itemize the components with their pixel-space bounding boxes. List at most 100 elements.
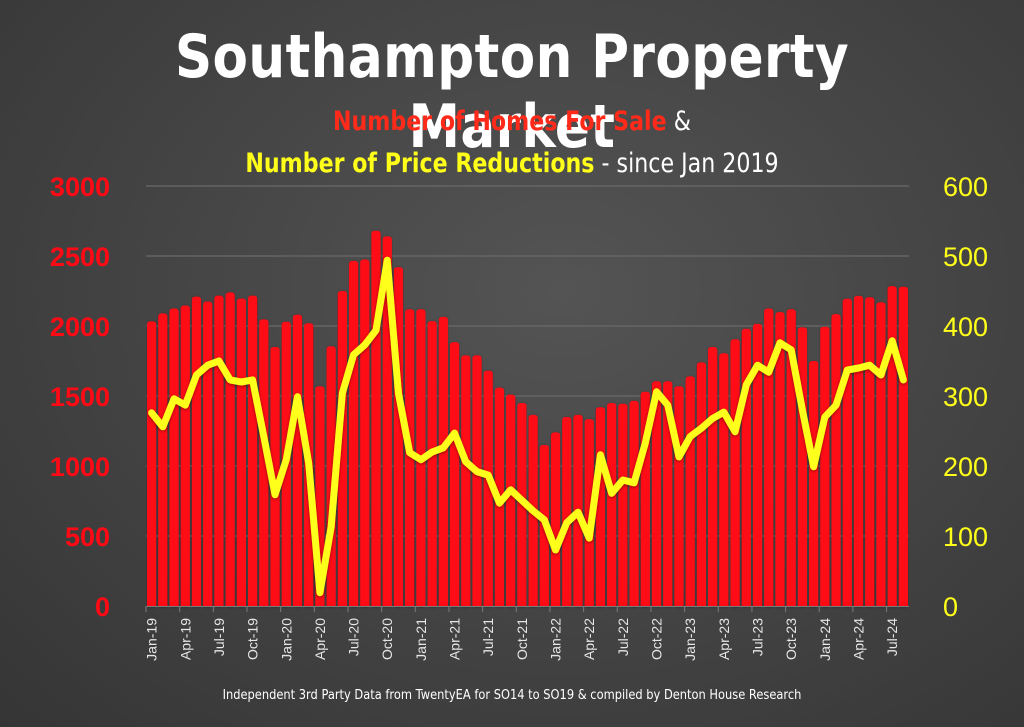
bar-base <box>573 602 583 606</box>
line-price-reductions <box>148 256 907 597</box>
left-y-tick-label: 500 <box>65 522 110 552</box>
right-y-axis: 0 100 200 300 400 500 600 <box>943 172 988 622</box>
left-y-axis: 0 500 1000 1500 2000 2500 3000 <box>50 172 110 622</box>
subtitle-homes-for-sale: Number of Homes For Sale <box>332 106 667 137</box>
bar-base <box>831 602 841 606</box>
bar-homes-for-sale <box>550 432 561 606</box>
bar-homes-for-sale <box>775 312 785 606</box>
right-y-tick-label: 200 <box>943 452 988 482</box>
bar-base <box>696 602 707 606</box>
x-tick-label: Apr-19 <box>177 618 193 660</box>
bar-base <box>820 602 830 606</box>
bar-base <box>158 602 168 606</box>
x-tick-label: Jul-24 <box>884 618 900 656</box>
x-tick-label: Apr-23 <box>716 618 732 660</box>
bar-homes-for-sale <box>292 314 303 606</box>
left-y-tick-label: 1000 <box>50 452 110 482</box>
bar-base <box>651 602 662 606</box>
bar-homes-for-sale <box>842 298 852 606</box>
x-tick-label: Jan-20 <box>278 618 294 661</box>
bar-homes-for-sale <box>629 400 639 606</box>
bar-base <box>809 602 819 606</box>
bar-homes-for-sale <box>427 321 437 606</box>
x-tick-label: Oct-20 <box>379 618 395 660</box>
bar-homes-for-sale <box>449 342 460 606</box>
x-tick-label: Jul-19 <box>211 618 227 656</box>
bar-base <box>427 602 437 606</box>
x-tick-label: Jul-20 <box>346 618 362 656</box>
bar-homes-for-sale <box>786 309 796 606</box>
bar-homes-for-sale <box>371 230 381 607</box>
bar-base <box>191 602 202 606</box>
bar-base <box>663 602 673 606</box>
bar-base <box>169 602 179 606</box>
x-tick-label: Oct-23 <box>783 618 799 660</box>
bar-homes-for-sale <box>203 301 213 606</box>
bar-base <box>898 602 908 606</box>
x-tick-label: Jan-24 <box>817 618 833 661</box>
bar-base <box>685 602 695 606</box>
left-y-tick-label: 3000 <box>50 172 110 202</box>
bar-homes-for-sale <box>663 381 673 606</box>
x-tick-label: Oct-22 <box>649 618 665 660</box>
right-y-tick-label: 500 <box>943 242 988 272</box>
right-y-tick-label: 0 <box>943 592 958 622</box>
bar-base <box>180 602 190 606</box>
bar-base <box>550 602 561 606</box>
x-tick-label: Jan-21 <box>413 618 429 661</box>
bar-base <box>326 602 336 606</box>
bar-base <box>517 602 527 606</box>
bar-base <box>382 602 392 606</box>
bar-homes-for-sale <box>853 295 864 606</box>
bar-homes-for-sale <box>214 295 224 606</box>
bar-homes-for-sale <box>337 291 347 606</box>
bar-homes-for-sale <box>887 286 897 606</box>
bar-homes-for-sale <box>831 314 841 606</box>
x-tick-label: Oct-19 <box>245 618 261 660</box>
bar-base <box>730 602 740 606</box>
chart-subtitle-line-2: Number of Price Reductions - since Jan 2… <box>92 148 932 179</box>
bar-base <box>247 602 258 606</box>
bar-homes-for-sale <box>483 370 493 606</box>
x-tick-label: Jan-23 <box>682 618 698 661</box>
bar-base <box>147 602 157 606</box>
bar-base <box>393 602 404 606</box>
bar-homes-for-sale <box>360 259 370 606</box>
left-y-tick-label: 0 <box>95 592 110 622</box>
line-series-price-reductions <box>148 256 907 597</box>
bar-base <box>786 602 796 606</box>
bar-homes-for-sale <box>607 403 617 606</box>
bar-homes-for-sale <box>865 297 875 606</box>
x-tick-label: Apr-21 <box>447 618 463 660</box>
bar-base <box>416 602 426 606</box>
bar-homes-for-sale <box>191 296 202 606</box>
x-tick-label: Oct-21 <box>514 618 530 660</box>
bar-base <box>629 602 639 606</box>
bar-base <box>752 602 763 606</box>
bar-base <box>203 602 213 606</box>
right-y-tick-label: 600 <box>943 172 988 202</box>
bar-base <box>607 602 617 606</box>
bar-homes-for-sale <box>696 362 707 606</box>
bar-base <box>304 602 314 606</box>
left-y-tick-label: 2000 <box>50 312 110 342</box>
bar-homes-for-sale <box>225 292 235 606</box>
bar-base <box>348 602 359 606</box>
bar-base <box>775 602 785 606</box>
bar-base <box>887 602 897 606</box>
bar-base <box>618 602 628 606</box>
left-y-tick-label: 2500 <box>50 242 110 272</box>
bar-base <box>337 602 347 606</box>
bar-base <box>595 602 606 606</box>
bar-base <box>764 602 774 606</box>
bar-base <box>640 602 650 606</box>
x-axis: Jan-19 Apr-19 Jul-19 Oct-19 Jan-20 Apr-20 Jul-… <box>144 606 909 661</box>
bar-base <box>797 602 808 606</box>
bar-base <box>472 602 482 606</box>
bar-base <box>315 602 325 606</box>
bar-base <box>281 602 291 606</box>
bar-homes-for-sale <box>730 339 740 606</box>
bar-base <box>842 602 852 606</box>
bar-base <box>494 602 505 606</box>
bar-base <box>865 602 875 606</box>
